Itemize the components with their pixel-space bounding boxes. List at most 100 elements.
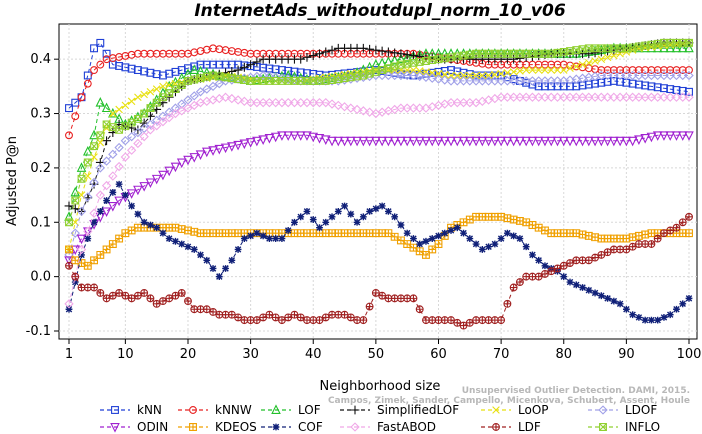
data-point [347, 210, 355, 218]
data-point [427, 102, 437, 112]
legend-item-ldof: LDOF [588, 403, 657, 417]
data-point [503, 68, 512, 77]
data-point [490, 76, 500, 86]
data-point [684, 70, 694, 81]
data-point [477, 136, 488, 147]
data-point [328, 213, 336, 221]
data-point [189, 100, 199, 111]
data-point [671, 70, 682, 81]
data-point [121, 229, 130, 238]
data-point [483, 136, 494, 147]
data-point [234, 246, 242, 253]
data-point [177, 78, 186, 87]
series-inflo [65, 38, 693, 227]
data-point [627, 92, 638, 102]
data-point [264, 134, 275, 144]
data-point [346, 136, 356, 147]
data-point [672, 223, 681, 232]
data-point [647, 40, 656, 49]
data-point [278, 235, 286, 242]
data-point [566, 278, 574, 286]
data-point [64, 299, 74, 309]
data-point [153, 224, 161, 232]
data-point [433, 74, 444, 84]
data-point [70, 186, 81, 197]
data-point [252, 97, 262, 108]
data-point [653, 92, 663, 102]
data-point [572, 62, 581, 71]
data-point [145, 119, 156, 130]
data-point [383, 47, 393, 57]
data-point [578, 60, 587, 69]
data-point [95, 190, 105, 200]
data-point [177, 106, 187, 116]
data-point [126, 131, 137, 142]
data-point [628, 43, 637, 52]
data-point [452, 136, 463, 147]
x-tick-label: 60 [430, 347, 447, 362]
data-point [101, 156, 112, 166]
legend-item-knnw: kNNW [178, 403, 252, 417]
data-point [90, 44, 99, 53]
data-point [627, 70, 638, 81]
data-point [559, 66, 568, 74]
data-point [609, 92, 619, 102]
data-point [521, 136, 531, 147]
y-tick-label: 0.2 [30, 161, 51, 176]
data-point [239, 96, 250, 106]
data-point [602, 136, 613, 147]
data-point [77, 174, 86, 183]
data-point [596, 92, 607, 102]
x-tick-label: 10 [117, 347, 134, 362]
data-point [108, 171, 118, 181]
data-point [383, 136, 394, 147]
data-point [559, 47, 568, 56]
data-point [497, 316, 506, 324]
data-point [628, 233, 637, 242]
data-point [428, 235, 436, 242]
series-line [68, 96, 689, 304]
data-point [139, 182, 149, 192]
data-point [677, 42, 688, 53]
data-point [115, 125, 124, 134]
data-point [577, 136, 588, 147]
data-point [603, 53, 612, 62]
data-point [321, 76, 330, 85]
data-point [616, 300, 624, 308]
data-point [83, 261, 92, 270]
data-point [546, 76, 556, 86]
series-kdeos [65, 212, 693, 270]
data-point [83, 192, 93, 202]
data-point [341, 202, 348, 210]
data-point [396, 136, 406, 147]
data-point [428, 245, 437, 254]
legend-label: LDOF [625, 403, 657, 417]
legend-label: INFLO [625, 420, 660, 434]
data-point [158, 93, 167, 102]
data-point [497, 235, 505, 242]
data-point [152, 85, 161, 93]
data-point [302, 131, 312, 141]
data-point [271, 404, 281, 414]
data-point [165, 81, 173, 89]
data-point [89, 208, 99, 218]
data-point [497, 69, 505, 78]
data-point [402, 103, 412, 113]
data-point [302, 52, 312, 62]
data-point [547, 49, 556, 58]
data-point [270, 97, 281, 108]
data-point [409, 294, 418, 303]
data-point [96, 208, 104, 215]
watermark-line-2: Campos, Zimek, Sander, Campello, Micenko… [328, 396, 690, 406]
data-point [540, 92, 550, 102]
data-point [565, 136, 575, 147]
data-point [76, 244, 87, 255]
data-point [334, 208, 342, 215]
data-point [111, 406, 119, 414]
data-point [447, 227, 455, 234]
data-point [485, 243, 492, 251]
data-point [295, 131, 306, 141]
data-point [653, 39, 662, 48]
x-tick-label: 20 [180, 347, 197, 362]
data-point [358, 43, 368, 53]
